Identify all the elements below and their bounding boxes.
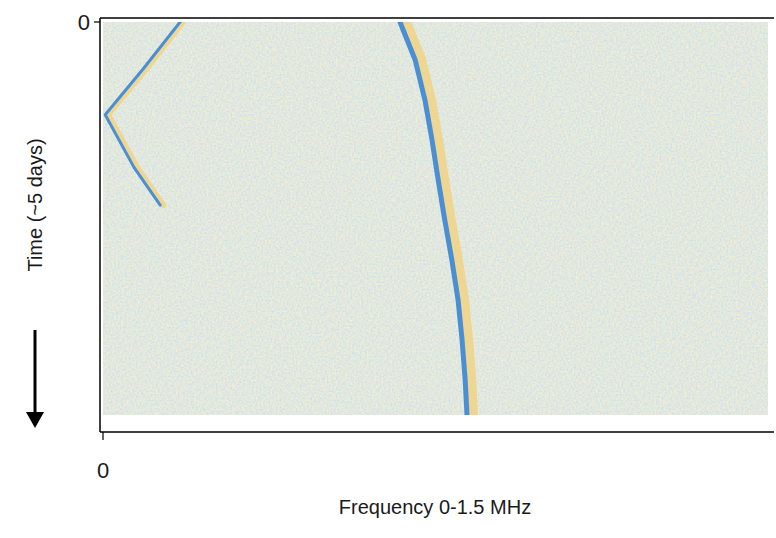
trace-halo	[108, 22, 183, 205]
y-axis-title: Time (~5 days)	[24, 138, 46, 271]
frame-bottom	[100, 431, 774, 433]
x-axis-title: Frequency 0-1.5 MHz	[339, 496, 531, 518]
frame-left	[99, 18, 101, 432]
x-tick-label: 0	[97, 458, 109, 483]
y-tick-label: 0	[78, 10, 90, 35]
trace	[400, 22, 467, 415]
x-tick	[102, 432, 103, 440]
y-tick	[94, 21, 100, 22]
traces	[105, 22, 472, 415]
noise-background	[103, 22, 768, 415]
time-arrow	[34, 330, 37, 420]
frame-top	[100, 17, 774, 19]
time-arrow-head	[26, 412, 44, 428]
chart: 0 0 Frequency 0-1.5 MHz Time (~5 days)	[0, 0, 776, 538]
trace	[105, 22, 180, 205]
